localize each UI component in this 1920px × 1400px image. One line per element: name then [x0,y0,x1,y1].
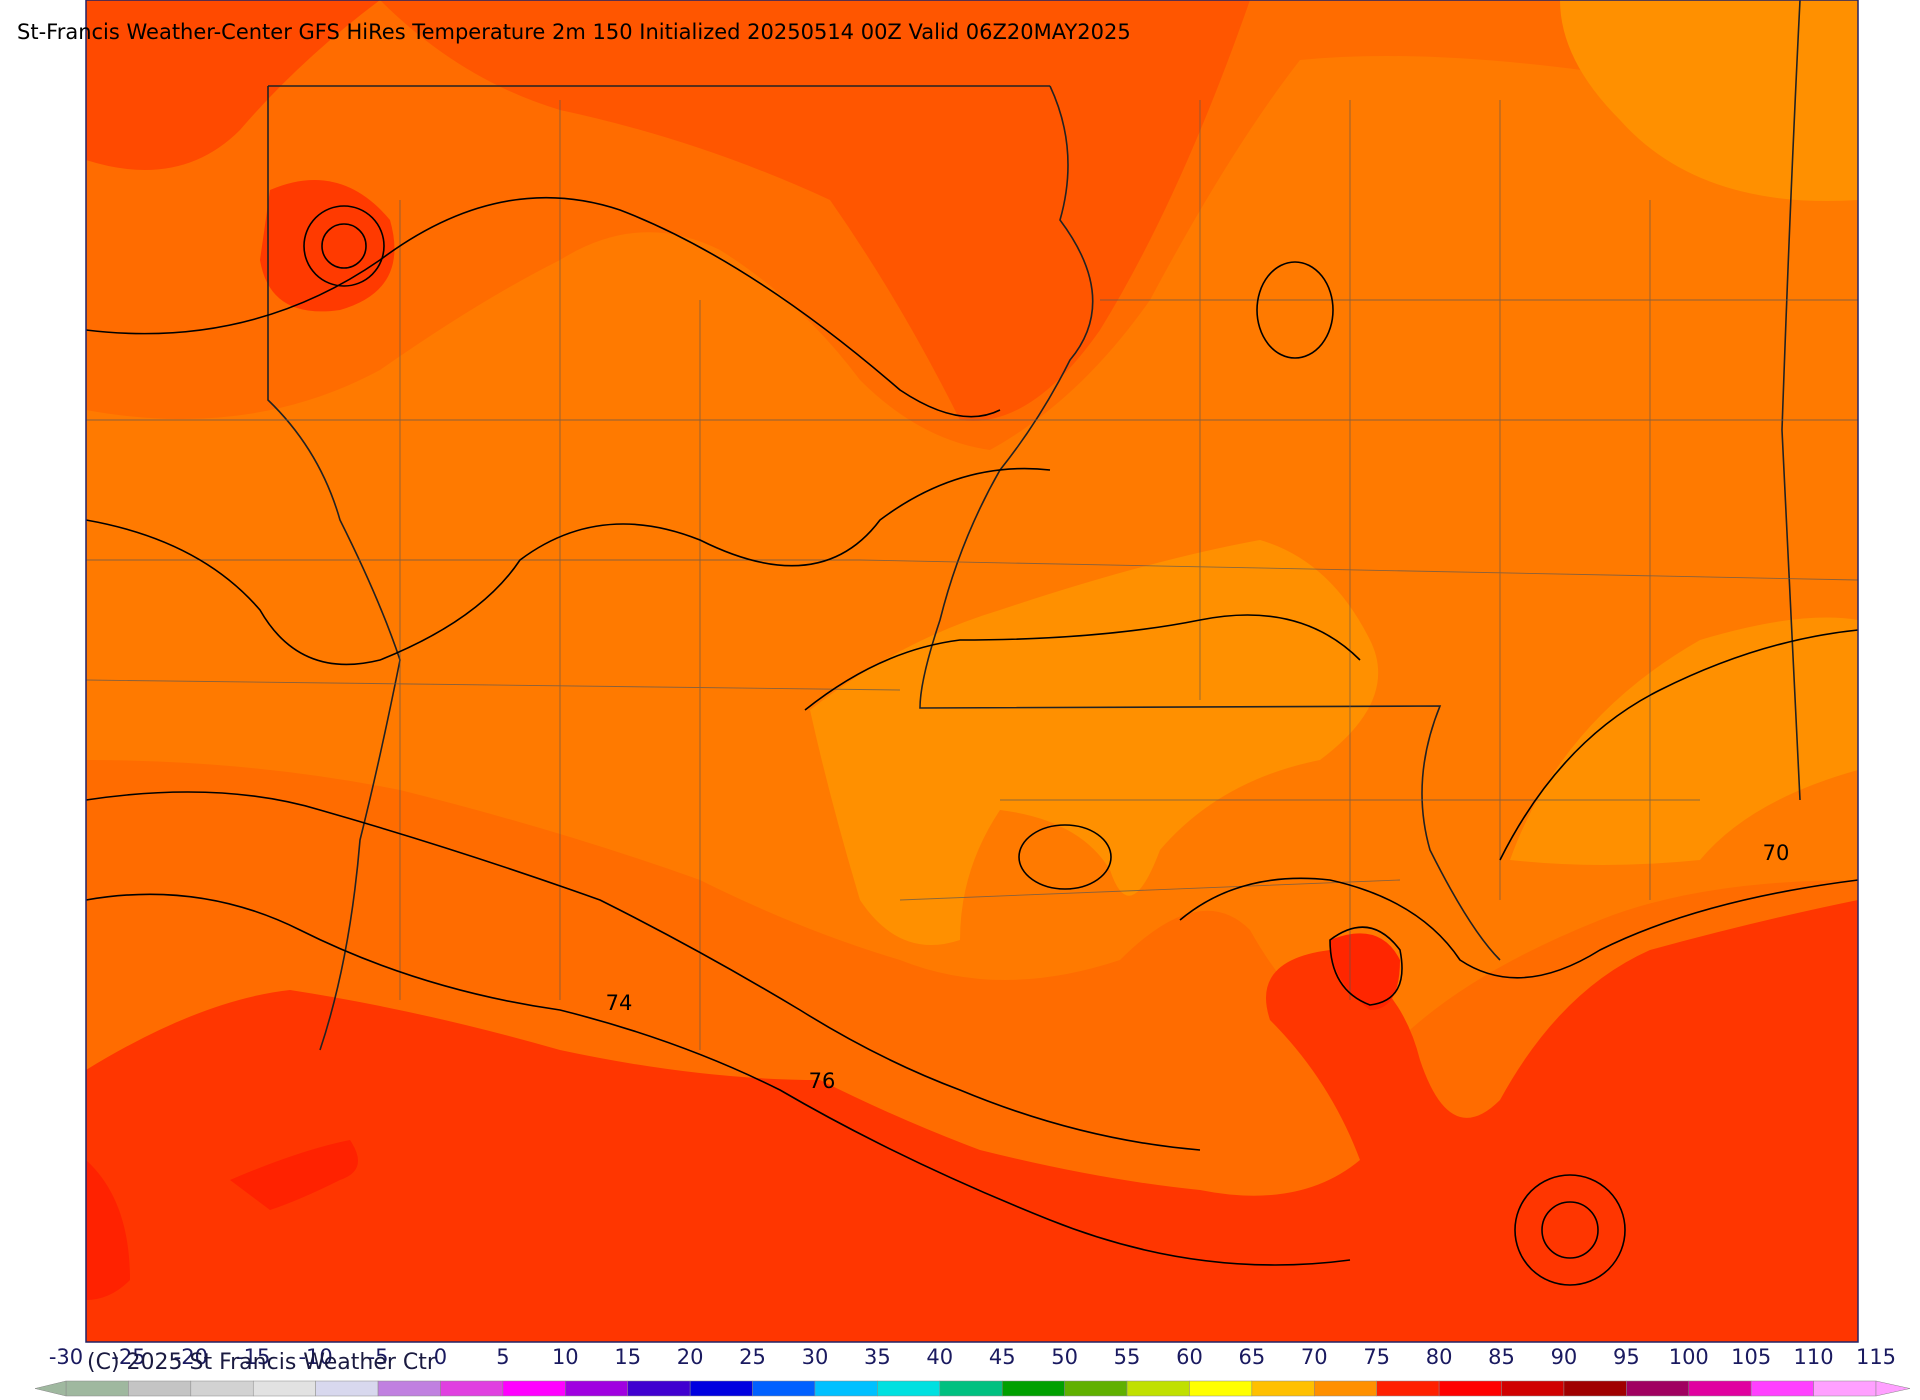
isotherm [85,791,1201,1151]
colorbar-tick-label: -25 [111,1345,145,1369]
colorbar-segment [377,1380,441,1397]
contour-label: 74 [606,991,633,1015]
contour-label: 76 [809,1069,836,1093]
colorbar-segment [1251,1380,1315,1397]
colorbar-tick-label: 10 [552,1345,579,1369]
hot-area [86,900,1858,1342]
colorbar-tick-label: 0 [434,1345,447,1369]
colorbar-segment [1626,1380,1690,1397]
colorbar-segment [128,1380,192,1397]
isotherm [85,467,1051,666]
colorbar-segment [752,1380,816,1397]
colorbar-segment [315,1380,379,1397]
colorbar-tick-label: -30 [49,1345,83,1369]
colorbar-tick-label: 70 [1301,1345,1328,1369]
colorbar-segment [627,1380,691,1397]
colorbar-arrow [34,1380,67,1397]
county-borders [85,100,1859,1050]
colorbar-tick-label: 55 [1114,1345,1141,1369]
colorbar-segment [814,1380,878,1397]
copyright: (C) 2025 St Francis Weather Ctr [87,1350,437,1375]
colorbar-tick-label: 115 [1856,1345,1896,1369]
colorbar-segment [1813,1380,1877,1397]
colorbar-tick-label: -20 [174,1345,208,1369]
colorbar-tick-label: 25 [739,1345,766,1369]
colorbar-tick-label: 110 [1794,1345,1834,1369]
colorbar-segment [565,1380,628,1397]
colorbar-segment [1376,1380,1440,1397]
colorbar-segment [1501,1380,1565,1397]
colorbar-tick-label: 5 [496,1345,509,1369]
temperature-map: 70 74 76 [85,0,1859,1343]
isotherm [1018,824,1112,890]
isotherm [1514,1174,1626,1286]
colorbar-tick-label: -10 [298,1345,332,1369]
colorbar-tick-label: 75 [1363,1345,1390,1369]
colorbar-segment [65,1380,129,1397]
hot-spot [230,1140,358,1210]
colorbar-tick-label: 100 [1669,1345,1709,1369]
cool-area [1510,617,1858,865]
map-title: St-Francis Weather-Center GFS HiRes Temp… [17,20,1131,44]
isotherm [804,614,1361,711]
colorbar-tick-label: 40 [926,1345,953,1369]
colorbar-segment [877,1380,941,1397]
colorbar-tick-label: 85 [1488,1345,1515,1369]
colorbar-segment [440,1380,504,1397]
colorbar-arrow [1875,1380,1911,1397]
isotherm [1329,926,1403,1006]
isotherm [303,205,385,287]
isotherm [321,223,367,269]
colorbar-tick-label: 30 [802,1345,829,1369]
hot-spot [1330,933,1400,1010]
colorbar-segment [1750,1380,1814,1397]
colorbar-tick-label: 35 [864,1345,891,1369]
mild-area [86,56,1858,1060]
colorbar-segment [252,1380,316,1397]
colorbar-segment [1688,1380,1752,1397]
colorbar-segment [1001,1380,1065,1397]
colorbar-segment [939,1380,1003,1397]
warm-area [86,0,380,170]
warm-area [380,0,1250,421]
colorbar-segment [1438,1380,1502,1397]
state-border [919,85,1501,961]
colorbar-tick-label: 95 [1613,1345,1640,1369]
colorbar-segment [190,1380,254,1397]
colorbar-tick-label: -5 [368,1345,389,1369]
colorbar-segment [1563,1380,1627,1397]
colorbar-segment [689,1380,753,1397]
colorbar-segment [502,1380,566,1397]
colorbar-tick-label: 60 [1176,1345,1203,1369]
colorbar-tick-label: 80 [1426,1345,1453,1369]
state-border [267,85,1050,1051]
warm-spot [260,180,395,312]
colorbar-tick-label: -15 [236,1345,270,1369]
map-frame [85,0,1859,1343]
colorbar-tick-label: 45 [989,1345,1016,1369]
isotherm [85,893,1351,1266]
colorbar-segment [1126,1380,1190,1397]
colorbar-tick-label: 90 [1551,1345,1578,1369]
hot-spot [86,1160,130,1300]
colorbar-tick-label: 105 [1731,1345,1771,1369]
colorbar: -30 -25 -20 -15 -10 -5 0 5 10 15 20 25 30 35 40 45 50 55 6… [34,1345,1911,1397]
isotherm [1256,261,1334,359]
isotherm [1541,1201,1599,1259]
isotherm [1179,877,1859,979]
colorbar-tick-label: 15 [614,1345,641,1369]
isotherm [1499,629,1859,861]
colorbar-segment [1314,1380,1377,1397]
cool-area [1560,0,1858,201]
contour-label: 70 [1763,841,1790,865]
colorbar-tick-label: 20 [677,1345,704,1369]
colorbar-segment [1189,1380,1253,1397]
isotherm [85,196,1001,418]
colorbar-tick-label: 50 [1051,1345,1078,1369]
state-border [1781,0,1801,801]
colorbar-segment [1064,1380,1128,1397]
colorbar-tick-label: 65 [1238,1345,1265,1369]
